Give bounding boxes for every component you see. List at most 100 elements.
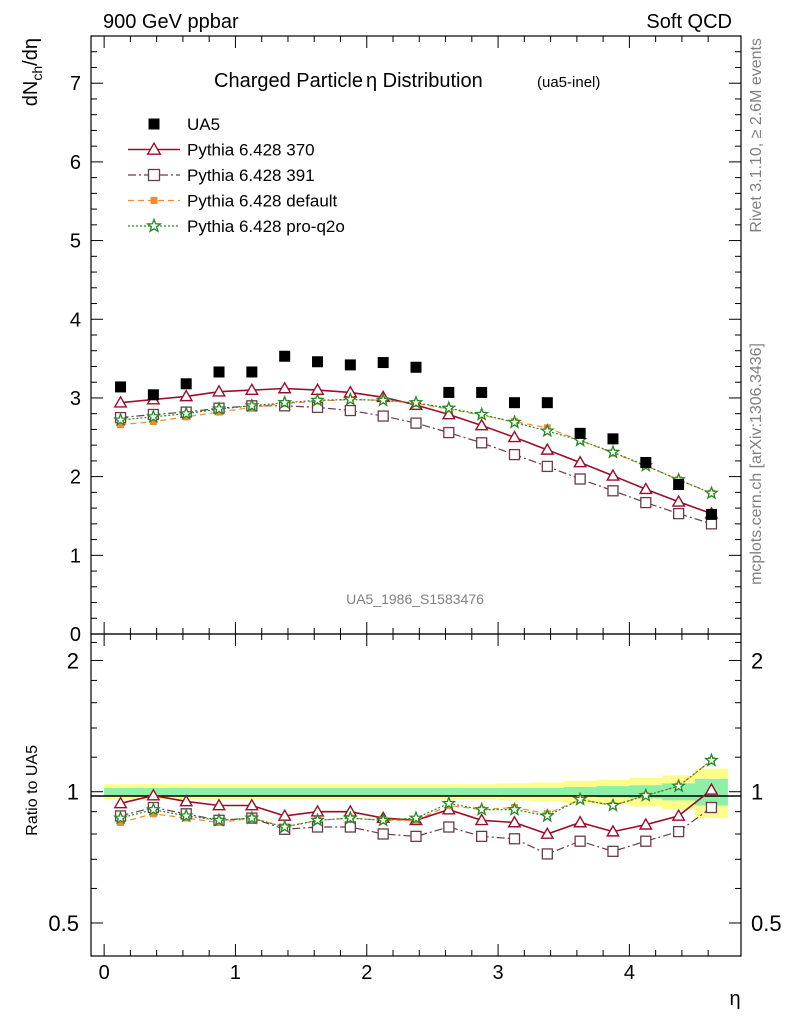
ratio-y-tick-label: 1 [67,780,79,805]
chart-title-main: Charged Particle [214,70,363,92]
data-point [149,418,157,426]
ratio-data-point [541,848,553,860]
main-plot-markers [112,350,720,530]
ratio-data-point [179,794,194,807]
data-point [410,417,422,429]
ratio-data-point [606,824,620,837]
data-point [443,386,455,398]
ratio-data-point [671,808,686,821]
legend-label: Pythia 6.428 default [187,192,338,211]
ratio-y-tick-label-right: 0.5 [751,911,782,936]
data-point [213,366,225,378]
ratio-data-point [574,835,586,847]
ratio-data-point [508,833,521,845]
ratio-y-tick-label: 0.5 [48,911,79,936]
legend-label: Pythia 6.428 370 [187,141,315,160]
chart-title: Charged Particle η Distribution [214,70,483,92]
ratio-data-point [572,791,588,806]
data-point [117,421,125,429]
data-point [145,408,161,424]
data-point [377,357,389,369]
ratio-data-point [441,795,457,810]
ratio-plot-axes: 0.5 0.5 1 1 2 2 0 1 2 3 4 [48,634,782,984]
x-tick-label: 2 [361,962,372,984]
ratio-inner-band [104,778,728,806]
data-point [508,448,521,461]
ratio-data-point [605,797,621,812]
chart-subtitle: (ua5-inel) [537,74,600,91]
data-point [344,404,356,417]
ratio-uncertainty-band [104,768,728,819]
ratio-data-point [507,815,522,828]
y-tick-label: 5 [70,231,81,253]
ratio-plot-panel: 0.5 0.5 1 1 2 2 0 1 2 3 4 Ratio to UA5 η [24,633,782,1010]
ratio-data-point [277,819,293,834]
y-tick-label: 3 [70,388,81,410]
data-point [212,384,226,397]
ratio-data-point [540,826,555,839]
data-point [539,423,555,438]
ratio-data-point [672,825,685,838]
data-point [672,507,685,520]
ratio-data-point [443,821,455,833]
data-point [703,485,720,500]
data-point [507,414,522,429]
data-point [640,456,652,468]
data-point [375,392,391,407]
data-point [443,426,455,439]
data-point [277,381,292,394]
y-tick-label: 6 [70,152,81,174]
ratio-markers [112,752,720,860]
data-point [279,350,291,362]
data-point [508,397,520,409]
main-plot-axes: 0 1 2 3 4 5 6 7 [70,36,741,646]
ratio-data-point [112,810,129,825]
data-point [115,381,127,393]
data-point [277,394,293,409]
data-point [211,401,227,416]
y-axis-label: dNch/dη [20,38,45,106]
ratio-y-tick-label-right: 2 [751,648,763,673]
chart-title-eta: η [366,70,377,92]
y-tick-label: 0 [70,624,81,646]
data-point [312,356,324,368]
ratio-data-point [342,810,358,825]
ratio-data-point [244,810,260,825]
data-point [541,397,553,409]
data-point [474,406,490,421]
ratio-data-point [408,810,424,825]
data-point [344,359,356,371]
data-point [112,412,129,427]
ratio-data-point [211,812,227,827]
legend-marker [148,118,160,130]
chart-title-rest: Distribution [377,70,483,92]
ratio-data-point [310,812,325,827]
data-point [705,518,718,530]
ratio-data-point [212,798,226,811]
analysis-watermark: UA5_1986_S1583476 [346,591,484,607]
legend: UA5 Pythia 6.428 370 Pythia 6.428 391 Pythi… [128,115,345,236]
ratio-data-point [476,830,488,843]
ratio-data-point [474,801,490,816]
data-point [574,473,586,485]
data-point [605,444,621,459]
ratio-y-tick-label: 2 [67,648,79,673]
data-point [671,494,686,507]
legend-marker [150,197,158,204]
ratio-y-tick-label-right: 1 [751,780,763,805]
data-point [474,418,489,431]
data-point [638,482,653,495]
data-point [673,479,685,490]
data-point [507,430,522,443]
data-point [640,496,652,509]
data-point [246,366,258,378]
legend-label: UA5 [187,115,220,134]
ratio-data-point [375,812,391,827]
data-point [441,407,456,420]
data-point [540,442,555,455]
ratio-data-point [377,828,389,840]
data-point [607,433,619,445]
data-point [147,389,159,401]
